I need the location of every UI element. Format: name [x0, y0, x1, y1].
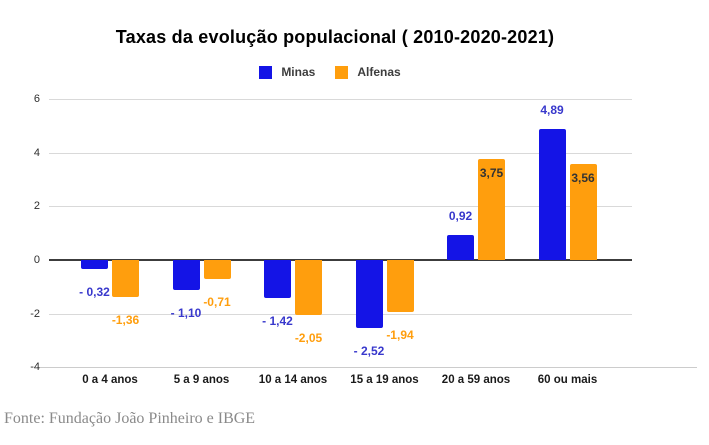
bar-alfenas-2 — [295, 260, 322, 316]
y-tick-label-0: 0 — [33, 254, 40, 266]
value-label-minas-5: 4,89 — [540, 102, 564, 117]
bar-minas-3 — [355, 260, 383, 328]
value-label-minas-1: - 1,10 — [170, 305, 202, 320]
value-label-minas-4: 0,92 — [448, 209, 473, 224]
value-label-alfenas-5: 3,56 — [571, 171, 595, 186]
x-category-label-3: 15 a 19 anos — [350, 374, 419, 386]
y-tick-label-4: 4 — [33, 146, 40, 159]
x-category-label-5: 60 ou mais — [537, 374, 598, 386]
y-tick-label--2: -2 — [30, 307, 40, 320]
bar-minas-0 — [81, 260, 108, 269]
value-label-alfenas-3: -1,94 — [386, 328, 414, 343]
bar-minas-1 — [172, 260, 200, 290]
legend-item-minas: Minas — [259, 65, 315, 79]
y-tick-label-2: 2 — [33, 200, 40, 213]
value-label-alfenas-0: -1,36 — [111, 312, 140, 327]
bar-alfenas-1 — [203, 260, 231, 280]
bar-alfenas-5 — [569, 164, 597, 260]
x-category-label-1: 5 a 9 anos — [173, 374, 230, 386]
value-label-minas-0: - 0,32 — [79, 284, 110, 299]
y-tick-label-6: 6 — [33, 92, 40, 105]
legend-label-minas: Minas — [281, 65, 316, 79]
value-label-alfenas-2: -2,05 — [294, 331, 323, 346]
gridline-bottom — [37, 367, 697, 369]
bar-minas-4 — [447, 235, 474, 260]
gridline--2 — [49, 313, 632, 315]
gridline-6 — [49, 98, 632, 100]
value-label-alfenas-1: -0,71 — [203, 295, 231, 310]
chart-title: Taxas da evolução populacional ( 2010-20… — [115, 27, 555, 47]
bar-minas-5 — [538, 128, 566, 260]
x-category-label-2: 10 a 14 anos — [258, 374, 328, 386]
y-tick-label--4: -4 — [30, 361, 40, 374]
gridline-2 — [49, 206, 632, 208]
zero-axis-line — [49, 259, 632, 261]
bar-alfenas-4 — [478, 159, 505, 260]
bar-alfenas-3 — [386, 260, 414, 313]
source-note: Fonte: Fundação João Pinheiro e IBGE — [4, 410, 256, 427]
legend-label-alfenas: Alfenas — [357, 65, 401, 79]
bar-alfenas-0 — [112, 260, 139, 297]
legend-item-alfenas: Alfenas — [335, 65, 401, 79]
legend-swatch-alfenas-icon — [335, 65, 349, 79]
value-label-minas-2: - 1,42 — [262, 314, 293, 329]
x-category-label-0: 0 a 4 anos — [82, 374, 138, 386]
legend-swatch-minas-icon — [259, 65, 273, 79]
value-label-alfenas-4: 3,75 — [479, 166, 504, 181]
x-category-label-4: 20 a 59 anos — [441, 374, 511, 386]
bar-minas-2 — [264, 260, 291, 299]
value-label-minas-3: - 2,52 — [353, 343, 385, 358]
legend: Minas Alfenas — [0, 65, 660, 79]
gridline-4 — [49, 152, 632, 154]
